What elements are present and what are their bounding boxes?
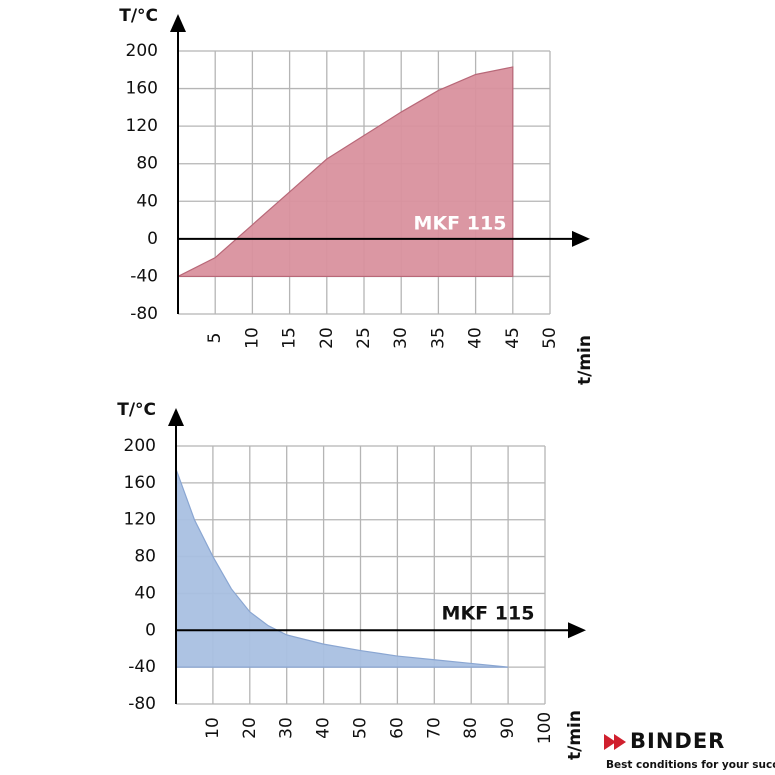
y-tick-label: 160 bbox=[126, 79, 158, 99]
y-tick-label: -80 bbox=[130, 304, 158, 324]
y-axis-label: T/°C bbox=[117, 400, 156, 420]
annotation: MKF 115 bbox=[414, 213, 507, 235]
y-axis-arrow bbox=[170, 14, 186, 32]
x-axis-arrow bbox=[568, 622, 586, 639]
x-tick-label: 100 bbox=[535, 712, 555, 744]
x-tick-label: 35 bbox=[428, 327, 448, 349]
y-tick-label: 80 bbox=[134, 547, 156, 567]
y-tick-label: 80 bbox=[136, 154, 158, 174]
y-tick-label: 40 bbox=[136, 191, 158, 211]
annotation: MKF 115 bbox=[442, 603, 535, 625]
y-axis-arrow bbox=[168, 408, 184, 426]
x-tick-label: 40 bbox=[314, 717, 334, 739]
x-tick-label: 80 bbox=[461, 717, 481, 739]
x-tick-label: 70 bbox=[424, 717, 444, 739]
x-tick-label: 25 bbox=[354, 327, 374, 349]
chart: -80 -40 0 40 80 120 160 200 10 20 30 40 50 60 70 80 90 10… bbox=[117, 400, 586, 760]
brand-logo bbox=[614, 734, 626, 750]
x-tick-label: 30 bbox=[391, 327, 411, 349]
x-axis-label: t/min bbox=[575, 335, 595, 385]
chart: -80 -40 0 40 80 120 160 200 5 10 15 20 25 30 35 40 45 50 T… bbox=[119, 6, 595, 385]
x-tick-label: 20 bbox=[240, 717, 260, 739]
y-tick-label: -40 bbox=[128, 657, 156, 677]
x-axis-arrow bbox=[572, 230, 590, 247]
x-tick-label: 45 bbox=[503, 327, 523, 349]
x-tick-label: 20 bbox=[317, 327, 337, 349]
area bbox=[177, 66, 514, 278]
y-tick-label: 0 bbox=[145, 620, 156, 640]
y-tick-label: -80 bbox=[128, 694, 156, 714]
y-tick-label: 120 bbox=[124, 510, 156, 530]
x-tick-label: 10 bbox=[203, 717, 223, 739]
x-axis-label: t/min bbox=[565, 710, 585, 760]
x-tick-label: 10 bbox=[242, 327, 262, 349]
x-tick-label: 90 bbox=[498, 717, 518, 739]
y-axis-label: T/°C bbox=[119, 6, 158, 26]
x-tick-label: 15 bbox=[280, 327, 300, 349]
y-tick-label: 200 bbox=[124, 436, 156, 456]
x-tick-label: 50 bbox=[540, 327, 560, 349]
y-tick-label: 120 bbox=[126, 116, 158, 136]
y-tick-label: 0 bbox=[147, 229, 158, 249]
y-tick-label: -40 bbox=[130, 266, 158, 286]
x-tick-label: 50 bbox=[351, 717, 371, 739]
x-tick-label: 60 bbox=[387, 717, 407, 739]
y-tick-label: 200 bbox=[126, 41, 158, 61]
brand-name: BINDER bbox=[630, 729, 725, 753]
area bbox=[175, 468, 509, 668]
x-tick-label: 5 bbox=[205, 333, 225, 344]
y-tick-label: 160 bbox=[124, 473, 156, 493]
y-tick-label: 40 bbox=[134, 583, 156, 603]
brand-tagline: Best conditions for your success bbox=[606, 759, 775, 771]
x-tick-label: 40 bbox=[466, 327, 486, 349]
brand-logo bbox=[604, 734, 616, 750]
x-tick-label: 30 bbox=[277, 717, 297, 739]
brand: BINDER Best conditions for your success bbox=[604, 729, 775, 771]
